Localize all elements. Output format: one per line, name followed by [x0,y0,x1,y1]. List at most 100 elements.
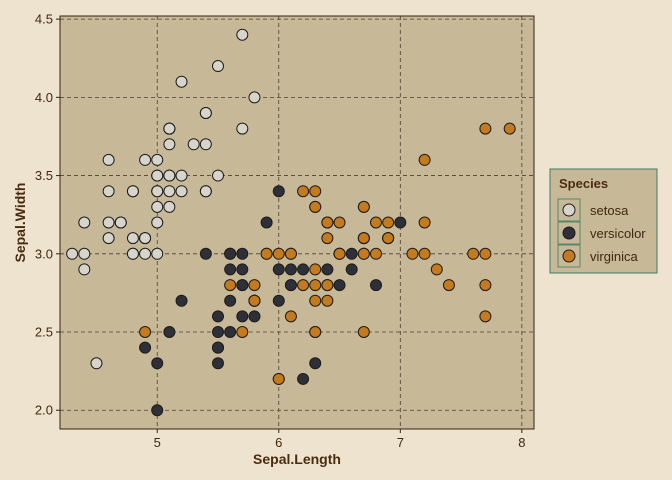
point-versicolor [236,247,249,260]
point-setosa [187,138,200,151]
point-setosa [236,28,249,41]
point-versicolor [151,357,164,370]
point-setosa [151,216,164,229]
point-setosa [78,247,91,260]
point-setosa [139,232,152,245]
point-virginica [260,247,273,260]
point-setosa [151,247,164,260]
point-setosa [78,216,91,229]
point-versicolor [284,263,297,276]
data-points [66,28,516,417]
legend-title: Species [559,176,608,191]
point-setosa [163,169,176,182]
y-tick-label: 3.0 [35,246,53,261]
point-versicolor [345,263,358,276]
point-versicolor [163,326,176,339]
x-tick-label: 5 [154,435,161,450]
point-virginica [357,326,370,339]
legend-label-versicolor: versicolor [590,226,646,241]
legend-items: setosa versicolor virginica [557,198,646,268]
point-versicolor [199,247,212,260]
point-versicolor [212,326,224,339]
point-setosa [114,216,127,229]
point-virginica [418,247,431,260]
point-setosa [90,357,103,370]
legend-marker-virginica [562,249,576,263]
point-virginica [297,279,310,292]
point-setosa [78,263,91,276]
point-setosa [199,138,212,151]
y-axis-title: Sepal.Width [12,183,28,263]
point-virginica [297,185,310,198]
point-setosa [163,185,176,198]
x-tick-label: 6 [275,435,282,450]
point-setosa [126,247,139,260]
point-versicolor [224,326,237,339]
y-tick-label: 4.0 [35,90,53,105]
point-setosa [102,185,115,198]
point-virginica [370,247,382,260]
point-versicolor [212,341,224,354]
legend-label-setosa: setosa [590,203,629,218]
point-versicolor [272,263,285,276]
point-versicolor [212,357,224,370]
point-versicolor [333,279,346,292]
y-tick-label: 4.5 [35,12,53,27]
point-setosa [151,169,164,182]
x-tick-label: 7 [397,435,404,450]
point-setosa [126,185,139,198]
point-setosa [199,185,212,198]
point-virginica [370,216,382,229]
point-setosa [175,75,188,88]
point-virginica [357,247,370,260]
x-tick-label: 8 [518,435,525,450]
point-versicolor [272,294,285,307]
point-virginica [479,310,492,323]
point-versicolor [297,263,310,276]
point-virginica [321,279,334,292]
plot-panel [60,16,534,429]
point-setosa [151,185,164,198]
axis-ticks: 5 6 7 8 2.0 2.5 3.0 3.5 4.0 4.5 [35,12,526,450]
legend: Species setosa versicolor virginica [549,168,658,274]
point-virginica [503,122,516,135]
point-setosa [163,200,176,213]
point-virginica [321,216,334,229]
point-setosa [102,153,115,166]
point-versicolor [236,310,249,323]
point-virginica [272,372,285,385]
point-versicolor [370,279,382,292]
point-setosa [151,153,164,166]
point-virginica [479,279,492,292]
point-setosa [175,185,188,198]
point-setosa [199,106,212,119]
point-virginica [333,216,346,229]
point-virginica [430,263,443,276]
point-setosa [248,91,261,104]
y-tick-label: 2.0 [35,403,53,418]
point-setosa [212,169,224,182]
point-virginica [406,247,419,260]
point-virginica [479,247,492,260]
point-virginica [284,247,297,260]
point-virginica [333,247,346,260]
point-virginica [309,200,322,213]
point-versicolor [224,294,237,307]
plot-border [59,15,535,430]
point-setosa [163,138,176,151]
point-virginica [467,247,480,260]
point-versicolor [309,357,322,370]
point-virginica [309,185,322,198]
point-versicolor [224,263,237,276]
point-setosa [212,60,224,73]
series-setosa [66,28,261,370]
legend-marker-versicolor [562,226,576,240]
point-virginica [309,326,322,339]
point-virginica [139,326,152,339]
point-versicolor [345,247,358,260]
legend-label-virginica: virginica [590,249,638,264]
point-versicolor [139,341,152,354]
point-setosa [236,122,249,135]
point-versicolor [321,263,334,276]
